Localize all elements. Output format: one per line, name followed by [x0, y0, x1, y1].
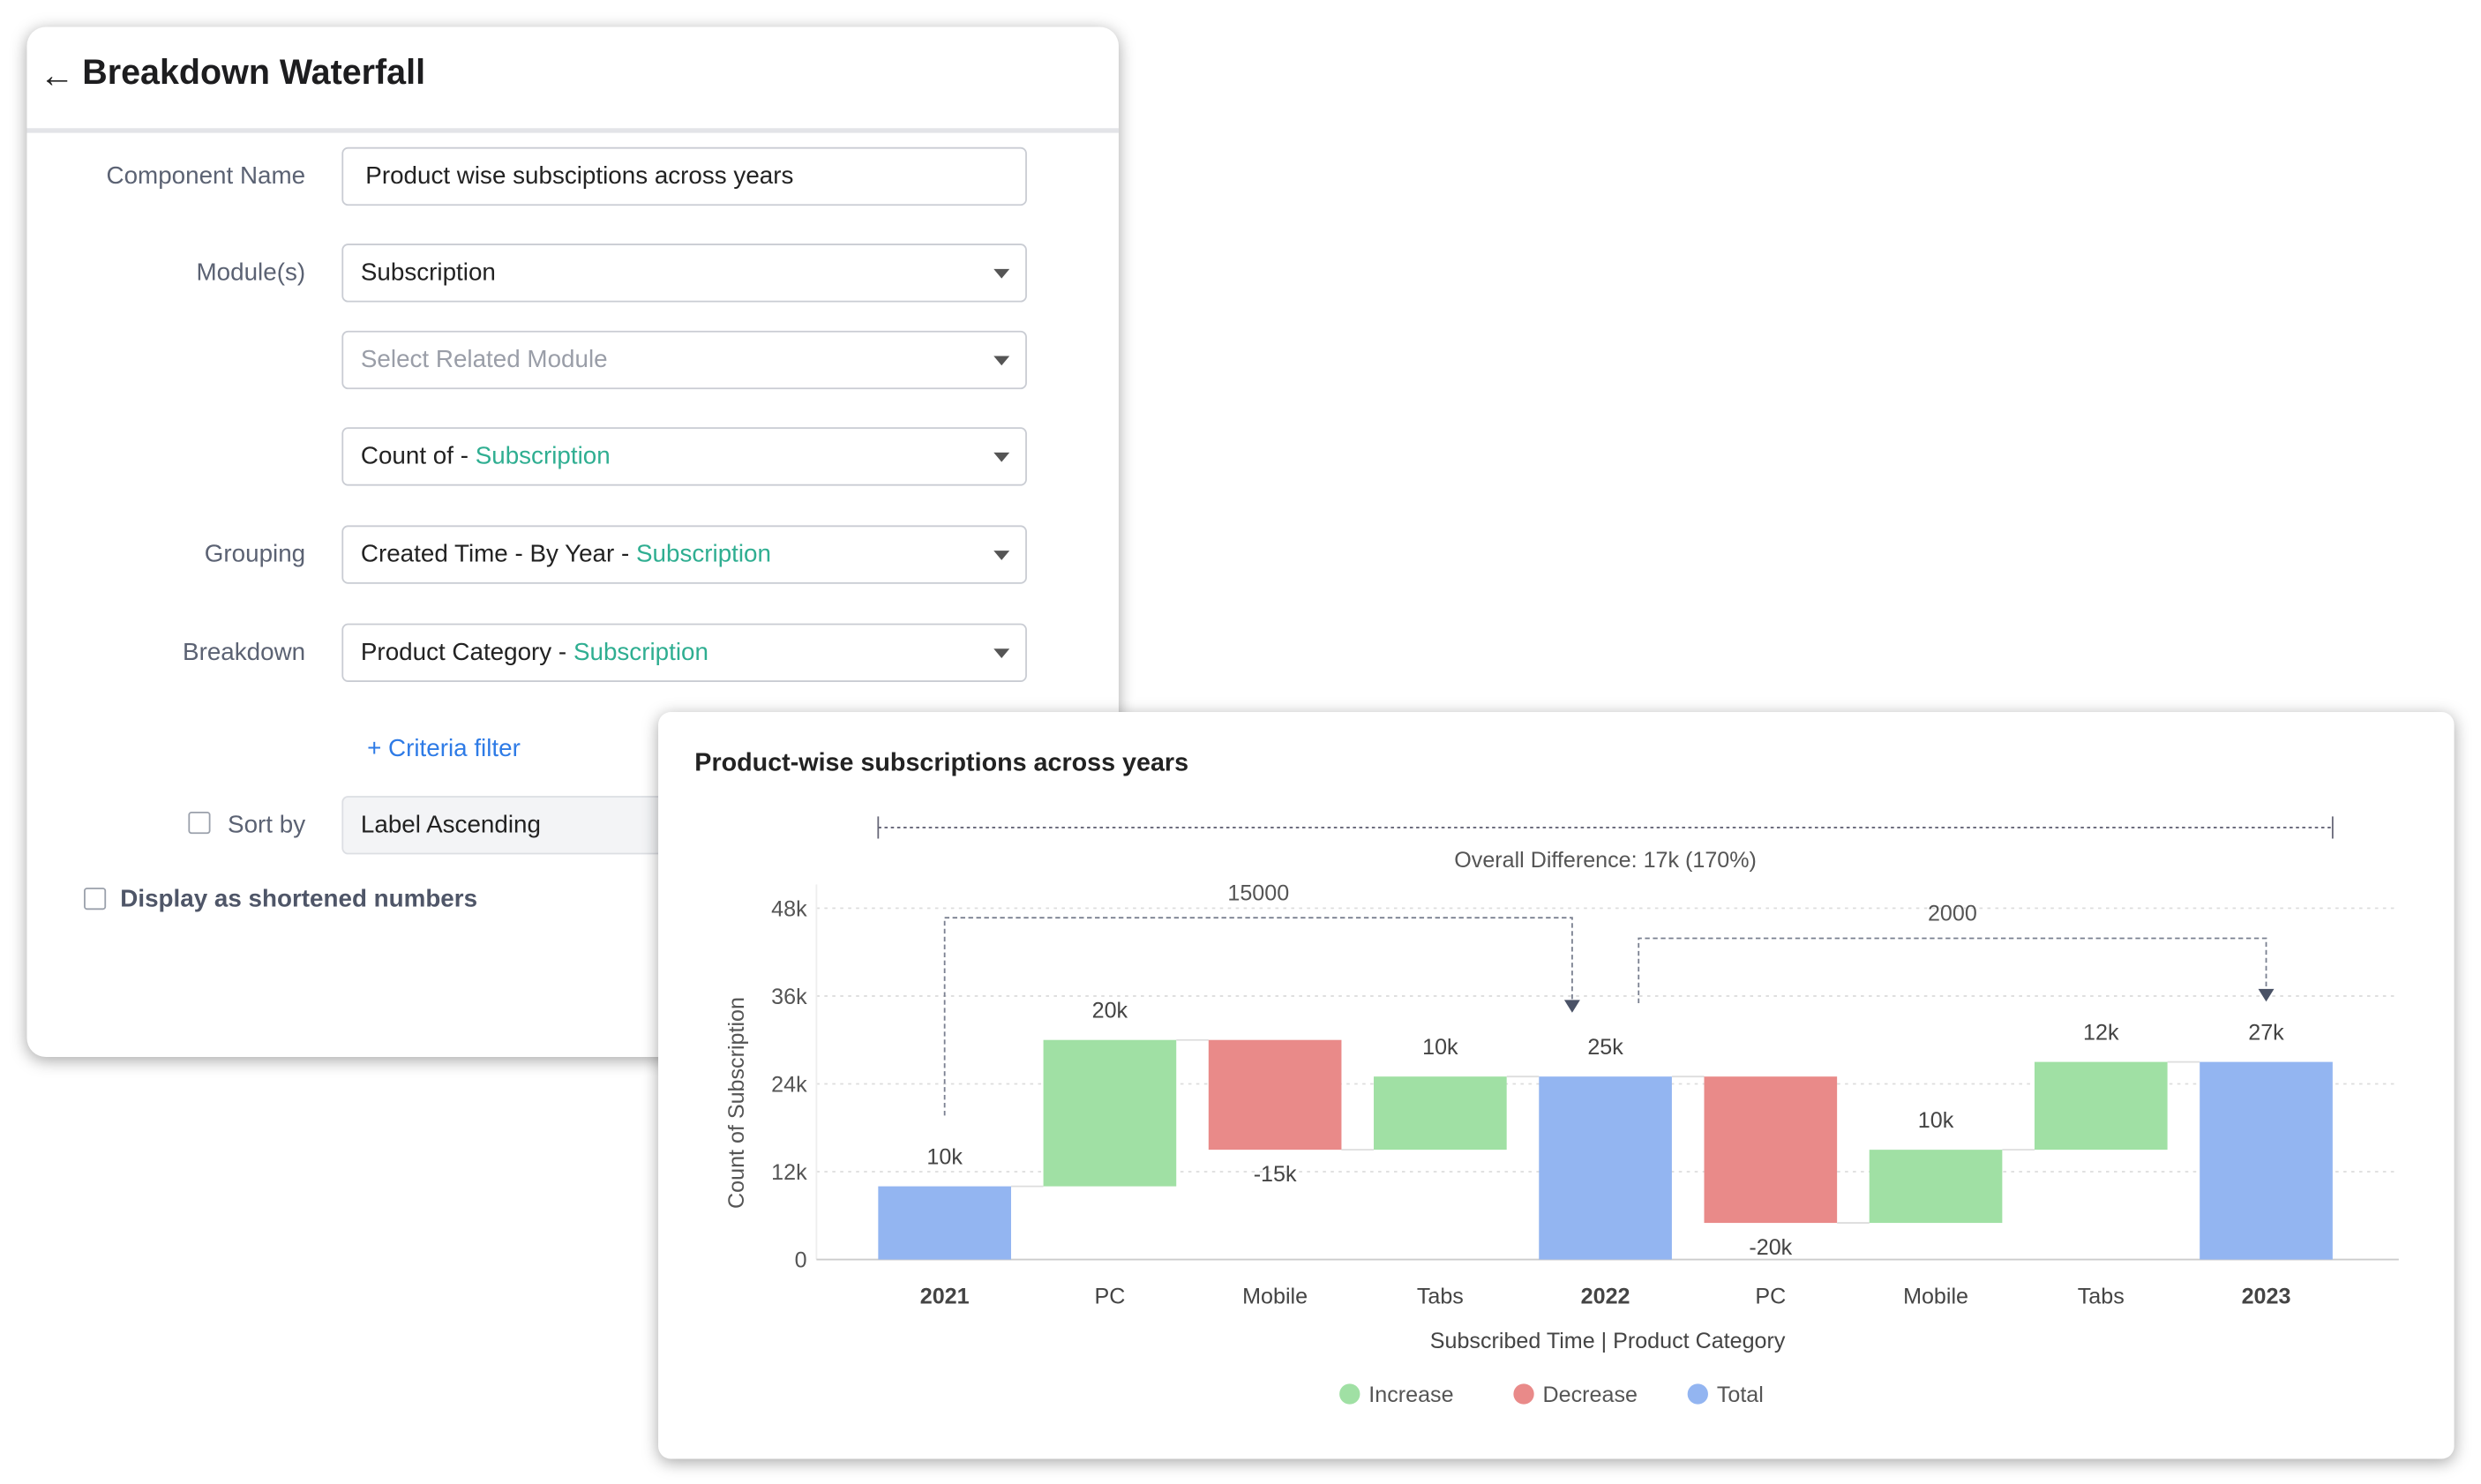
chevron-down-icon [993, 268, 1010, 279]
legend-label: Increase [1368, 1383, 1453, 1407]
x-tick-label: PC [1755, 1285, 1786, 1309]
breakdown-prefix: Product Category - [360, 639, 573, 667]
sort-by-checkbox[interactable] [188, 812, 211, 835]
x-tick-label: 2022 [1581, 1285, 1630, 1309]
bar-increase [1043, 1039, 1177, 1187]
arrow-down-icon [1563, 1000, 1580, 1013]
data-label: -15k [1254, 1162, 1297, 1187]
related-module-select[interactable]: Select Related Module [341, 330, 1027, 390]
bar-increase [1869, 1150, 2003, 1224]
bracket-label: 2000 [1928, 902, 1977, 926]
data-label: 10k [926, 1144, 963, 1169]
y-tick-label: 24k [771, 1072, 807, 1097]
related-module-placeholder: Select Related Module [360, 346, 608, 374]
x-tick-label: Mobile [1242, 1285, 1308, 1309]
count-of-select[interactable]: Count of - Subscription [341, 427, 1027, 486]
grouping-select[interactable]: Created Time - By Year - Subscription [341, 525, 1027, 584]
grouping-prefix: Created Time - By Year - [360, 541, 637, 568]
shortened-numbers-label: Display as shortened numbers [120, 886, 478, 913]
bar-total [1539, 1076, 1672, 1260]
panel-header: ← Breakdown Waterfall [26, 26, 1119, 133]
chevron-down-icon [993, 648, 1010, 659]
sort-by-label: Sort by [228, 812, 306, 839]
y-tick-label: 48k [771, 896, 807, 921]
x-axis-title: Subscribed Time | Product Category [1430, 1329, 1786, 1353]
arrow-down-icon [2258, 988, 2275, 1002]
bracket-line [1638, 937, 2267, 1004]
y-axis-title: Count of Subscription [724, 997, 749, 1209]
bar-increase [2034, 1061, 2168, 1150]
chart-title: Product-wise subscriptions across years [694, 750, 1189, 777]
count-module: Subscription [475, 443, 611, 470]
bracket-label: 15000 [1227, 881, 1289, 905]
x-tick-label: Mobile [1903, 1285, 1968, 1309]
data-label: 10k [1918, 1108, 1954, 1133]
data-label: 20k [1092, 999, 1128, 1023]
grouping-label: Grouping [204, 541, 306, 568]
data-label: 25k [1587, 1035, 1623, 1060]
y-tick-label: 0 [795, 1248, 807, 1273]
x-tick-label: Tabs [2078, 1285, 2125, 1309]
bar-increase [1374, 1076, 1507, 1150]
waterfall-chart: 0 12k 24k 36k 48k Count of Subscription 10k 202… [724, 816, 2399, 1407]
chevron-down-icon [993, 452, 1010, 462]
arrow-left-icon[interactable]: ← [39, 55, 75, 95]
component-name-input[interactable]: Product wise subsciptions across years [341, 146, 1027, 206]
y-tick-label: 12k [771, 1160, 807, 1185]
bar-total [2200, 1061, 2333, 1260]
legend-marker-decrease [1513, 1383, 1534, 1405]
breakdown-label: Breakdown [183, 639, 306, 667]
criteria-filter-link[interactable]: + Criteria filter [367, 735, 521, 763]
x-tick-label: PC [1094, 1285, 1125, 1309]
modules-label: Module(s) [196, 259, 306, 287]
legend-label: Decrease [1543, 1383, 1638, 1407]
page-title: Breakdown Waterfall [82, 52, 426, 93]
x-tick-label: 2021 [920, 1285, 970, 1309]
component-name-label: Component Name [106, 162, 306, 191]
grouping-module: Subscription [636, 541, 771, 568]
legend-marker-total [1687, 1383, 1708, 1405]
y-tick-label: 36k [771, 985, 807, 1009]
breakdown-select[interactable]: Product Category - Subscription [341, 623, 1027, 682]
module-select[interactable]: Subscription [341, 244, 1027, 303]
count-prefix: Count of - [360, 443, 476, 470]
module-value: Subscription [360, 259, 496, 287]
chart-card: Product-wise subscriptions across years … [658, 712, 2455, 1459]
chevron-down-icon [993, 551, 1010, 560]
data-label: 12k [2083, 1020, 2119, 1045]
bracket-line [943, 917, 1573, 1116]
shortened-numbers-checkbox[interactable] [84, 888, 107, 911]
x-tick-label: 2023 [2242, 1285, 2291, 1309]
legend-marker-increase [1339, 1383, 1360, 1405]
data-label: 27k [2248, 1020, 2284, 1045]
legend-label: Total [1717, 1383, 1764, 1407]
bar-total [878, 1186, 1011, 1260]
bar-decrease [1704, 1076, 1838, 1224]
overall-difference-label: Overall Difference: 17k (170%) [1454, 848, 1757, 873]
x-tick-label: Tabs [1417, 1285, 1464, 1309]
data-label: 10k [1422, 1035, 1458, 1060]
data-label: -20k [1749, 1235, 1792, 1260]
breakdown-module: Subscription [573, 639, 708, 667]
chevron-down-icon [993, 356, 1010, 366]
bar-decrease [1208, 1039, 1342, 1150]
